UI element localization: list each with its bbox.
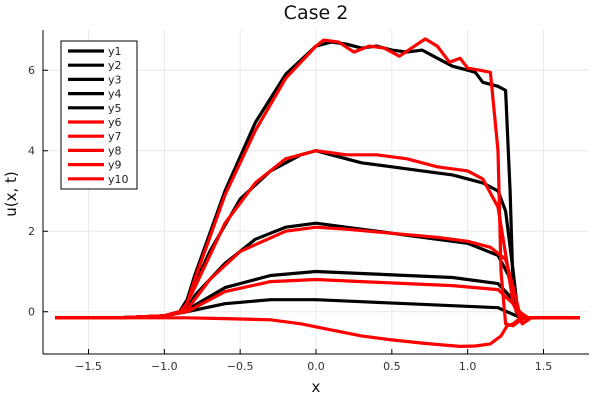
x-tick-label: 1.5 [535, 360, 553, 373]
legend-label-y2: y2 [108, 59, 122, 72]
x-tick-label: 1.0 [459, 360, 477, 373]
series-line-y6 [55, 37, 580, 328]
series-line-y7 [55, 149, 580, 326]
chart-title: Case 2 [284, 2, 349, 24]
x-tick-label: 0.0 [307, 360, 325, 373]
y-tick-label: 2 [28, 225, 35, 238]
legend-box [60, 40, 138, 190]
legend-label-y6: y6 [108, 116, 122, 129]
x-tick-label: −1.5 [75, 360, 102, 373]
legend-label-y5: y5 [108, 102, 122, 115]
x-tick-label: −0.5 [227, 360, 254, 373]
x-tick-label: −1.0 [151, 360, 178, 373]
legend-label-y9: y9 [108, 159, 122, 172]
y-tick-label: 6 [28, 64, 35, 77]
x-tick-label: 0.5 [383, 360, 401, 373]
y-tick-label: 0 [28, 306, 35, 319]
series-line-y10 [55, 316, 580, 348]
series-line-y9 [55, 277, 580, 320]
legend-label-y4: y4 [108, 88, 122, 101]
legend-label-y8: y8 [108, 144, 122, 157]
series-lines [55, 37, 580, 348]
y-tick-label: 4 [28, 145, 35, 158]
legend-label-y1: y1 [108, 45, 122, 58]
x-axis-title: x [312, 378, 321, 396]
legend-label-y7: y7 [108, 130, 122, 143]
legend-label-y10: y10 [108, 173, 129, 186]
legend-label-y3: y3 [108, 73, 122, 86]
axes: −1.5 −1.0 −0.5 0.0 0.5 1.0 1.5 0 2 4 6 [28, 30, 589, 373]
y-axis-title: u(x, t) [2, 171, 20, 217]
